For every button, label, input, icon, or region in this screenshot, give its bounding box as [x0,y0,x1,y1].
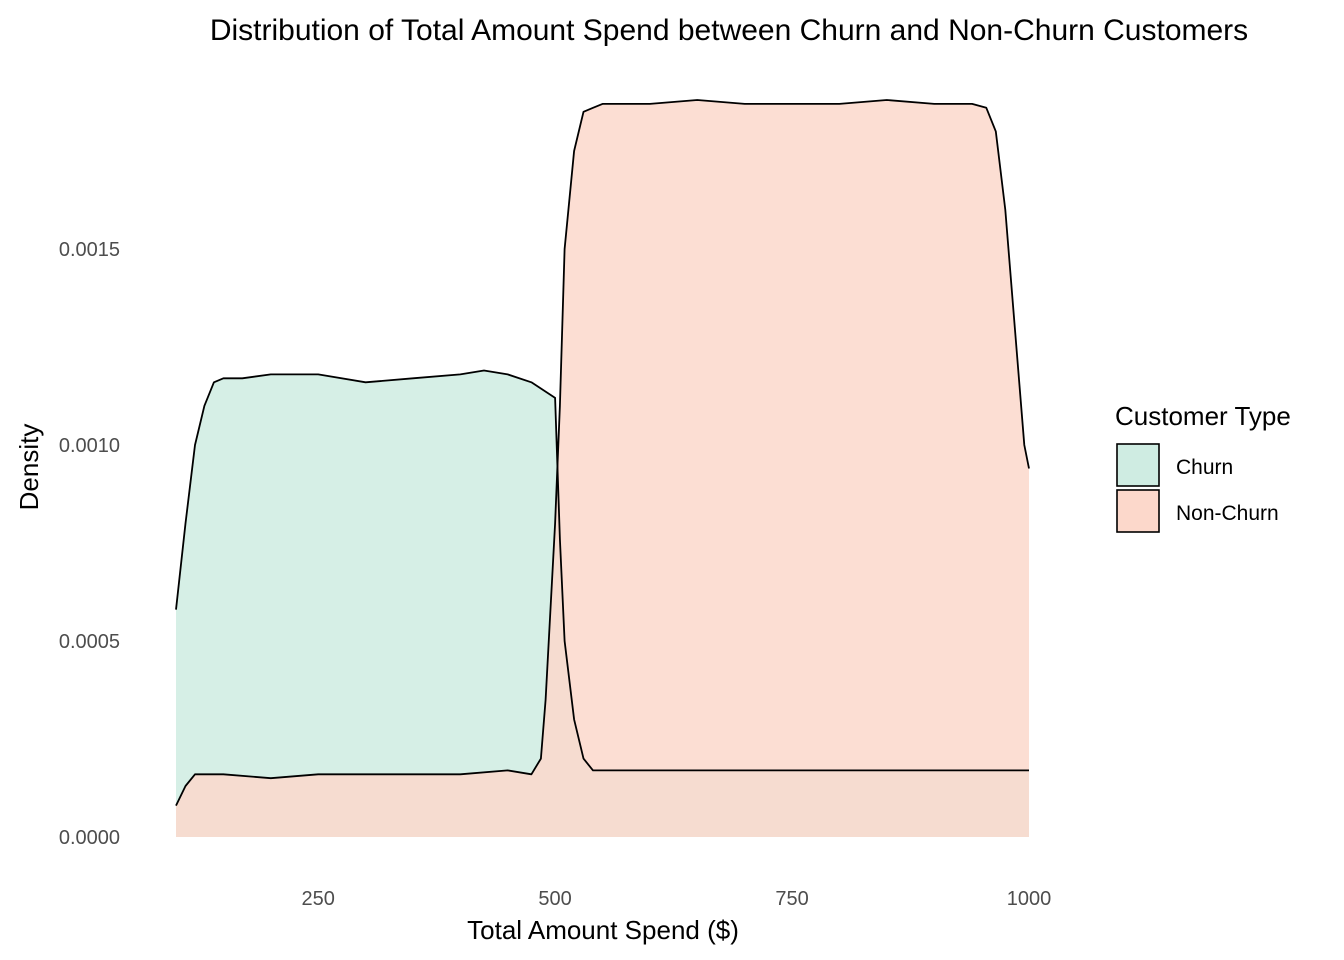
legend: Customer Type Churn Non-Churn [1115,401,1291,533]
legend-label-non-churn: Non-Churn [1176,502,1279,525]
x-tick-label: 750 [775,888,808,910]
y-axis-ticks: 0.0000 0.0005 0.0010 0.0015 [59,239,120,849]
plot-area [175,99,1030,837]
y-tick-label: 0.0015 [59,239,120,261]
x-tick-label: 1000 [1007,888,1052,910]
y-axis-label: Density [14,424,44,511]
legend-key-non-churn [1116,489,1160,533]
x-tick-label: 500 [538,888,571,910]
legend-items: Churn Non-Churn [1116,443,1279,533]
legend-label-churn: Churn [1176,456,1233,479]
y-tick-label: 0.0010 [59,435,120,457]
y-tick-label: 0.0005 [59,631,120,653]
y-tick-label: 0.0000 [59,827,120,849]
x-axis-label: Total Amount Spend ($) [467,915,739,945]
density-line-churn [175,369,1029,772]
legend-key-churn [1116,443,1160,487]
x-tick-label: 250 [301,888,334,910]
density-line-non-churn [175,99,1030,806]
legend-title: Customer Type [1115,401,1291,431]
chart-title: Distribution of Total Amount Spend betwe… [210,14,1248,47]
x-axis-ticks: 250 500 750 1000 [301,888,1051,910]
density-area-churn [176,370,1029,837]
density-area-non-churn [176,100,1029,837]
